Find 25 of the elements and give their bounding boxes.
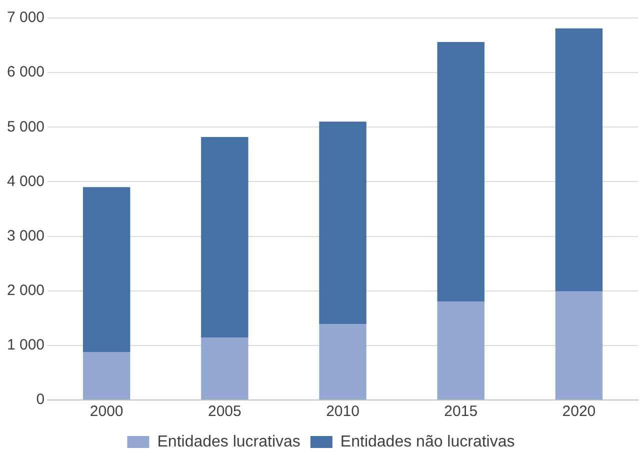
x-tick-label: 2000 xyxy=(90,403,124,420)
y-tick-label: 5 000 xyxy=(6,118,45,136)
x-tick-label: 2020 xyxy=(562,403,596,420)
y-tick-label: 3 000 xyxy=(6,227,45,244)
legend-label: Entidades não lucrativas xyxy=(340,433,515,450)
bar xyxy=(555,291,603,400)
bar xyxy=(555,28,603,292)
bar xyxy=(82,187,130,352)
x-tick-label: 2005 xyxy=(208,403,242,420)
y-tick-label: 4 000 xyxy=(6,172,45,190)
bar xyxy=(319,122,366,324)
y-tick-label: 7 000 xyxy=(6,9,45,26)
y-tick-label: 1 000 xyxy=(6,336,45,354)
bar xyxy=(437,302,484,400)
bar xyxy=(201,136,248,338)
bar xyxy=(437,42,484,302)
legend-label: Entidades lucrativas xyxy=(157,433,300,450)
bar xyxy=(82,352,130,400)
y-tick-label: 0 xyxy=(36,391,45,408)
x-tick-label: 2010 xyxy=(326,403,360,420)
x-tick-label: 2015 xyxy=(444,403,478,420)
y-tick-label: 2 000 xyxy=(6,282,45,299)
y-tick-label: 6 000 xyxy=(6,64,45,81)
bar xyxy=(201,338,248,400)
bar xyxy=(319,324,366,400)
